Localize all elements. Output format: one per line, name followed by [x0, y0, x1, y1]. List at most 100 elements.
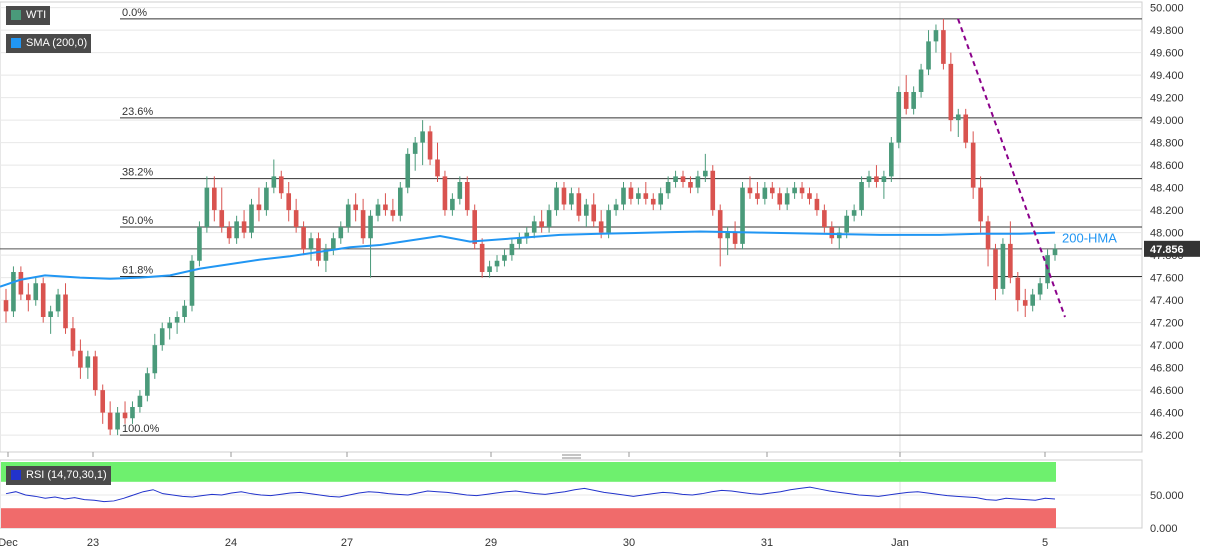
- candle-body: [472, 210, 478, 244]
- candle-body: [323, 249, 329, 261]
- instrument-label[interactable]: WTI: [6, 6, 51, 25]
- candle-body: [40, 283, 46, 317]
- candle-body: [740, 187, 745, 244]
- candle: [450, 193, 455, 216]
- candle-body: [918, 69, 924, 92]
- candle: [695, 170, 701, 194]
- candle-body: [673, 176, 678, 182]
- candle: [993, 243, 998, 301]
- candle: [212, 176, 217, 222]
- candle-body: [115, 412, 120, 430]
- candle-body: [85, 356, 91, 368]
- candle: [204, 176, 210, 233]
- rsi-y-tick-label: 0.000: [1150, 523, 1178, 535]
- candle-body: [130, 407, 135, 419]
- candle: [747, 176, 753, 199]
- candle-body: [703, 170, 708, 177]
- candle-body: [249, 204, 254, 233]
- candle: [137, 390, 143, 413]
- candle: [241, 210, 247, 239]
- candle-body: [762, 187, 768, 199]
- candle-body: [643, 193, 649, 199]
- y-tick-label: 48.600: [1150, 160, 1184, 172]
- candle: [755, 182, 760, 205]
- candle-body: [896, 92, 902, 143]
- candle: [412, 137, 418, 171]
- candle-body: [874, 176, 879, 182]
- candle-body: [799, 187, 805, 194]
- rsi-indicator-label[interactable]: RSI (14,70,30,1): [6, 466, 111, 485]
- candle-body: [569, 193, 574, 205]
- candle-body: [286, 193, 292, 211]
- candle: [561, 182, 567, 211]
- y-tick-label: 46.600: [1150, 385, 1184, 397]
- candle: [189, 255, 195, 312]
- candle-body: [680, 176, 686, 182]
- candle: [889, 137, 894, 182]
- candle-body: [442, 176, 448, 211]
- candle: [107, 401, 113, 436]
- candle-body: [345, 204, 351, 227]
- candle-body: [814, 198, 820, 211]
- candle: [941, 18, 946, 70]
- candle: [26, 283, 31, 312]
- candle: [948, 52, 954, 132]
- candle-body: [412, 142, 418, 154]
- candle: [70, 317, 76, 357]
- candle: [442, 170, 448, 216]
- candle-body: [941, 30, 946, 64]
- candle: [249, 198, 254, 239]
- candle-body: [331, 238, 336, 250]
- y-tick-label: 48.800: [1150, 138, 1184, 150]
- candle-body: [502, 255, 507, 261]
- candle: [472, 204, 478, 250]
- candle: [152, 333, 158, 379]
- x-tick-label: 23: [87, 537, 99, 549]
- candle: [650, 193, 656, 211]
- candle-body: [583, 204, 589, 216]
- candle: [777, 187, 783, 211]
- candle: [115, 407, 120, 436]
- y-tick-label: 49.800: [1150, 25, 1184, 37]
- candle: [353, 193, 358, 222]
- candle-body: [717, 210, 723, 239]
- x-tick-label: 24: [225, 537, 237, 549]
- candle-body: [264, 187, 269, 211]
- y-tick-label: 49.400: [1150, 70, 1184, 82]
- sma-indicator-label[interactable]: SMA (200,0): [6, 34, 92, 53]
- candle-body: [889, 142, 894, 177]
- candle: [1015, 272, 1021, 312]
- candle-body: [725, 232, 730, 239]
- candle: [375, 198, 381, 222]
- candle: [55, 288, 61, 317]
- candle-body: [464, 182, 470, 211]
- candle: [985, 215, 991, 267]
- candle: [323, 243, 329, 272]
- x-tick-label: 30: [623, 537, 635, 549]
- candle: [293, 198, 299, 233]
- candle-body: [628, 187, 634, 199]
- candle: [234, 215, 239, 244]
- candle-body: [598, 221, 604, 233]
- candle-body: [955, 114, 961, 121]
- candle: [92, 350, 98, 396]
- candle: [732, 221, 738, 250]
- x-tick-label: 29: [485, 537, 497, 549]
- candle-body: [792, 187, 797, 194]
- candle-body: [487, 266, 492, 272]
- candle: [978, 176, 983, 233]
- candle-body: [360, 210, 366, 239]
- candle: [487, 260, 492, 278]
- candle: [405, 148, 411, 194]
- candle-body: [234, 221, 239, 239]
- candle: [628, 182, 634, 205]
- candle-body: [390, 210, 396, 216]
- candle: [316, 232, 321, 267]
- candle: [546, 204, 552, 233]
- candle-body: [212, 187, 217, 211]
- candle-body: [256, 204, 262, 211]
- candle: [911, 86, 916, 115]
- candle-body: [100, 390, 106, 413]
- candle: [517, 232, 522, 250]
- candle-body: [494, 260, 500, 267]
